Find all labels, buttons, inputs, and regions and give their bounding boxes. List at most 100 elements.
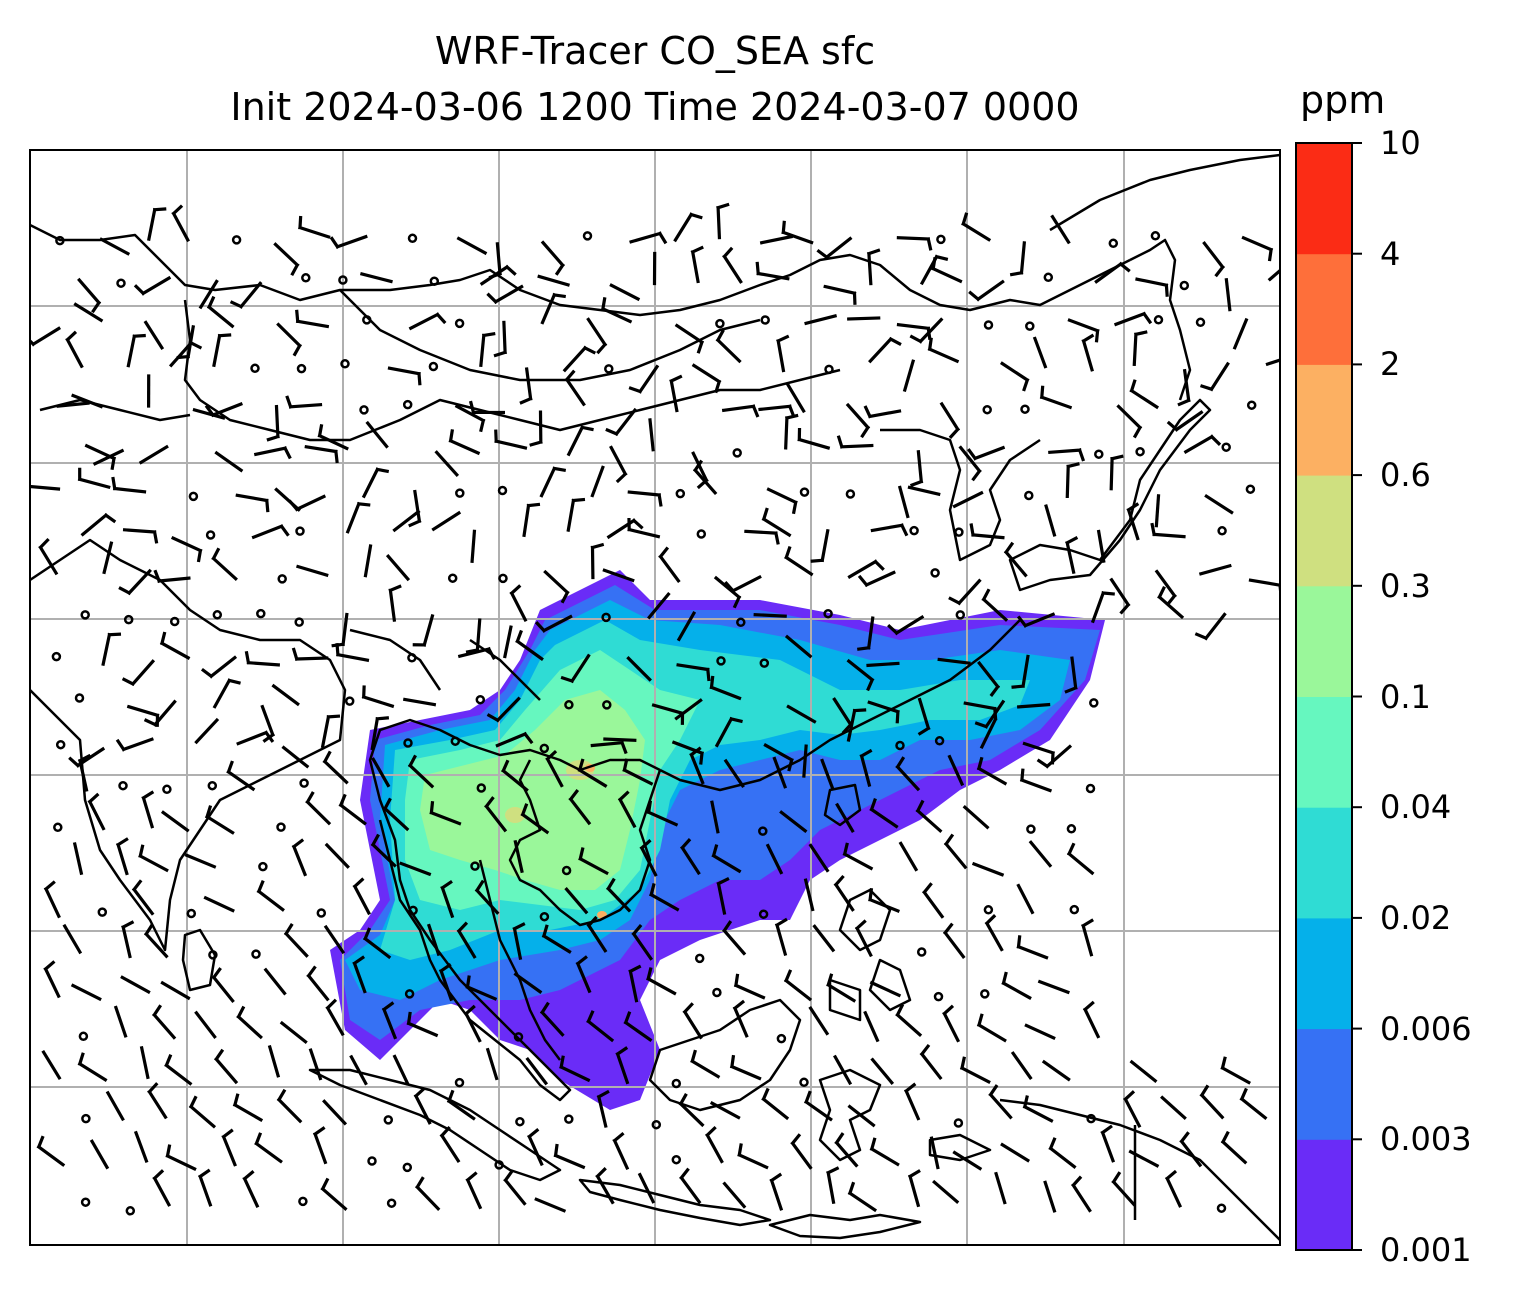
wind-barb (121, 659, 156, 687)
wind-barb (456, 236, 488, 256)
wind-barb (501, 759, 529, 792)
wind-barb (1202, 241, 1225, 278)
wind-barb (221, 1128, 237, 1167)
calm-wind-circle (1195, 317, 1206, 328)
wind-barb (922, 882, 945, 919)
calm-wind-circle (428, 361, 439, 372)
wind-barb (1204, 493, 1234, 515)
wind-barb (976, 1013, 1007, 1043)
wind-barb (399, 861, 432, 877)
wind-barb (392, 1054, 410, 1086)
wind-barb (785, 382, 806, 414)
wind-barb (236, 730, 275, 746)
wind-barb (1135, 277, 1169, 297)
colorbar-segment (1296, 1028, 1352, 1140)
wind-barb (352, 955, 367, 994)
wind-barb (513, 972, 543, 995)
wind-barb (895, 756, 921, 792)
wind-barb (977, 660, 1001, 697)
calm-wind-circle (404, 989, 415, 999)
wind-barb (365, 420, 389, 449)
wind-barb (646, 800, 679, 827)
wind-barb (868, 336, 902, 364)
calm-wind-circle (475, 694, 486, 705)
wind-barb (716, 202, 730, 240)
wind-barb (263, 967, 287, 996)
calm-wind-circle (983, 320, 994, 330)
wind-barb (479, 331, 496, 368)
wind-barb (776, 334, 790, 373)
wind-barb (784, 634, 813, 659)
wind-barb (349, 1054, 368, 1086)
wind-barb (896, 236, 933, 251)
colorbar-tick-label: 0.003 (1380, 1120, 1472, 1159)
calm-wind-circle (758, 826, 768, 836)
calm-wind-circle (602, 700, 612, 710)
calm-wind-circle (125, 1206, 136, 1216)
calm-wind-circle (651, 1119, 662, 1130)
wind-barb (952, 1150, 983, 1171)
wind-barb (408, 489, 422, 528)
wind-barb (539, 1001, 565, 1037)
wind-barb (206, 295, 235, 329)
wind-barb (669, 374, 683, 413)
wind-barb (335, 642, 370, 663)
wind-barb (575, 955, 592, 994)
wind-barb (408, 312, 447, 331)
calm-wind-circle (933, 991, 944, 1002)
wind-barb (765, 843, 784, 875)
wind-barb (834, 1132, 859, 1168)
wind-barb (305, 791, 332, 826)
wind-barb (1081, 333, 1095, 372)
calm-wind-circle (716, 656, 726, 666)
calm-wind-circle (367, 1156, 377, 1166)
wind-barb (465, 975, 498, 1001)
wind-barb (198, 279, 219, 310)
calm-wind-circle (359, 405, 369, 415)
wind-barb (131, 879, 155, 916)
wind-barb (545, 749, 564, 788)
wind-barb (907, 1169, 921, 1208)
wind-barb (605, 407, 638, 437)
wind-barb (1183, 434, 1222, 454)
calm-wind-circle (450, 736, 461, 746)
wind-barb (382, 797, 410, 832)
calm-wind-circle (759, 658, 770, 668)
wind-barb (755, 261, 790, 281)
wind-barb (722, 246, 743, 284)
wind-barb (512, 922, 526, 960)
calm-wind-circle (207, 780, 218, 791)
calm-wind-circle (454, 318, 465, 329)
calm-wind-circle (78, 1031, 89, 1042)
wind-barb (909, 450, 924, 488)
calm-wind-circle (799, 487, 810, 497)
wind-barb (138, 844, 169, 873)
calm-wind-circle (1216, 1203, 1227, 1213)
calm-wind-circle (277, 574, 287, 584)
wind-barb (658, 546, 681, 584)
wind-barb (211, 547, 238, 581)
wind-barb (600, 297, 633, 324)
wind-barb (361, 467, 390, 499)
wind-barb (562, 345, 597, 373)
wind-barb (1111, 1171, 1136, 1207)
wind-barb (192, 407, 226, 420)
wind-barb (612, 1131, 630, 1171)
calm-wind-circle (601, 612, 611, 623)
wind-barb (559, 1055, 591, 1083)
colorbar-segment (1296, 253, 1352, 365)
calm-wind-circle (671, 1078, 682, 1089)
wind-barb (133, 1130, 149, 1163)
wind-barb (214, 1048, 239, 1085)
wind-barb (415, 1176, 441, 1211)
wind-barb (847, 1181, 878, 1213)
calm-wind-circle (1245, 484, 1256, 494)
calm-wind-circle (982, 404, 992, 415)
wind-barb (1164, 1169, 1183, 1208)
wind-barb (1177, 368, 1191, 407)
calm-wind-circle (74, 693, 85, 703)
wind-barb (89, 1139, 110, 1170)
graticule (30, 150, 1280, 1245)
wind-barb (1123, 1090, 1142, 1128)
wind-barb (120, 975, 151, 995)
